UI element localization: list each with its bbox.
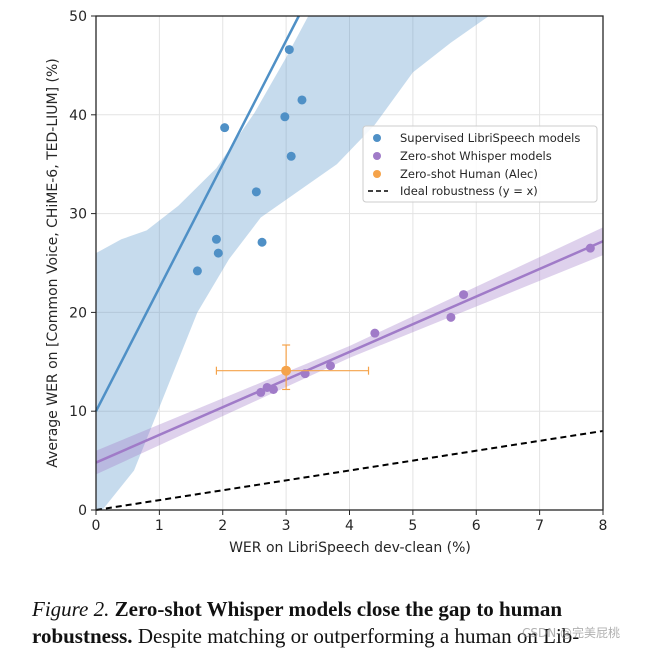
caption-line-1: Figure 2. Zero-shot Whisper models close…: [32, 596, 642, 623]
supervised-point: [211, 234, 221, 244]
supervised-point: [192, 266, 202, 276]
fit-lines: [94, 15, 604, 511]
legend-label-human: Zero-shot Human (Alec): [400, 167, 538, 181]
supervised-fit-line: [94, 15, 300, 412]
human-point: [281, 365, 292, 376]
whisper-point: [325, 361, 335, 371]
supervised-point: [213, 248, 223, 258]
caption-body: Despite matching or outperforming a huma…: [137, 624, 580, 648]
caption-figure-label: Figure 2.: [32, 597, 110, 621]
legend-box: [362, 125, 598, 203]
y-tick-label: 50: [69, 9, 87, 25]
x-tick-label: 8: [599, 518, 608, 534]
x-axis-label: WER on LibriSpeech dev-clean (%): [229, 540, 471, 556]
whisper-point: [459, 290, 469, 300]
supervised-point: [280, 112, 290, 122]
legend-marker-whisper: [373, 152, 381, 160]
watermark: CSDN @完美屁桃: [522, 626, 621, 640]
whisper-point: [370, 328, 380, 338]
legend: Supervised LibriSpeech models Zero-shot …: [362, 125, 598, 203]
scatter-chart: 0 1 2 3 4 5 6 7 8 0 10 20 30 40 50 WER on LibriSpeech …: [45, 9, 607, 556]
y-tick-label: 20: [69, 305, 87, 321]
y-tick-label: 10: [69, 404, 87, 420]
figure-caption: Figure 2. Zero-shot Whisper models close…: [32, 596, 642, 650]
caption-title-line-2: robustness.: [32, 624, 133, 648]
x-tick-label: 4: [345, 518, 354, 534]
whisper-point: [268, 384, 278, 394]
y-tick-label: 30: [69, 207, 87, 223]
whisper-point: [256, 387, 266, 397]
x-tick-label: 7: [535, 518, 544, 534]
whisper-point: [585, 243, 595, 253]
supervised-point: [220, 123, 230, 133]
caption-line-2: robustness. Despite matching or outperfo…: [32, 623, 642, 650]
supervised-point: [297, 95, 307, 105]
supervised-confidence-band: [96, 16, 489, 510]
whisper-fit-line: [95, 240, 604, 464]
supervised-point: [284, 45, 294, 55]
x-tick-label: 0: [92, 518, 101, 534]
x-tick-label: 6: [472, 518, 481, 534]
x-tick-label: 3: [282, 518, 291, 534]
legend-label-ideal: Ideal robustness (y = x): [400, 184, 538, 198]
y-axis-label: Average WER on [Common Voice, CHiME-6, T…: [45, 58, 61, 467]
whisper-point: [446, 312, 456, 322]
legend-label-supervised: Supervised LibriSpeech models: [400, 131, 580, 145]
axis-ticks: 0 1 2 3 4 5 6 7 8 0 10 20 30 40 50: [69, 9, 607, 534]
caption-title-line-1: Zero-shot Whisper models close the gap t…: [114, 597, 563, 621]
supervised-point: [286, 151, 296, 161]
data-points: [192, 45, 595, 397]
x-tick-label: 5: [408, 518, 417, 534]
x-tick-label: 1: [155, 518, 164, 534]
y-tick-label: 0: [78, 503, 87, 519]
legend-marker-human: [373, 170, 381, 178]
x-tick-label: 2: [218, 518, 227, 534]
supervised-point: [257, 237, 267, 247]
legend-label-whisper: Zero-shot Whisper models: [400, 149, 552, 163]
y-tick-label: 40: [69, 108, 87, 124]
whisper-point: [300, 369, 310, 379]
supervised-point: [251, 187, 261, 197]
ideal-robustness-line: [95, 429, 604, 511]
grid-lines: [95, 15, 604, 511]
legend-marker-supervised: [373, 134, 381, 142]
